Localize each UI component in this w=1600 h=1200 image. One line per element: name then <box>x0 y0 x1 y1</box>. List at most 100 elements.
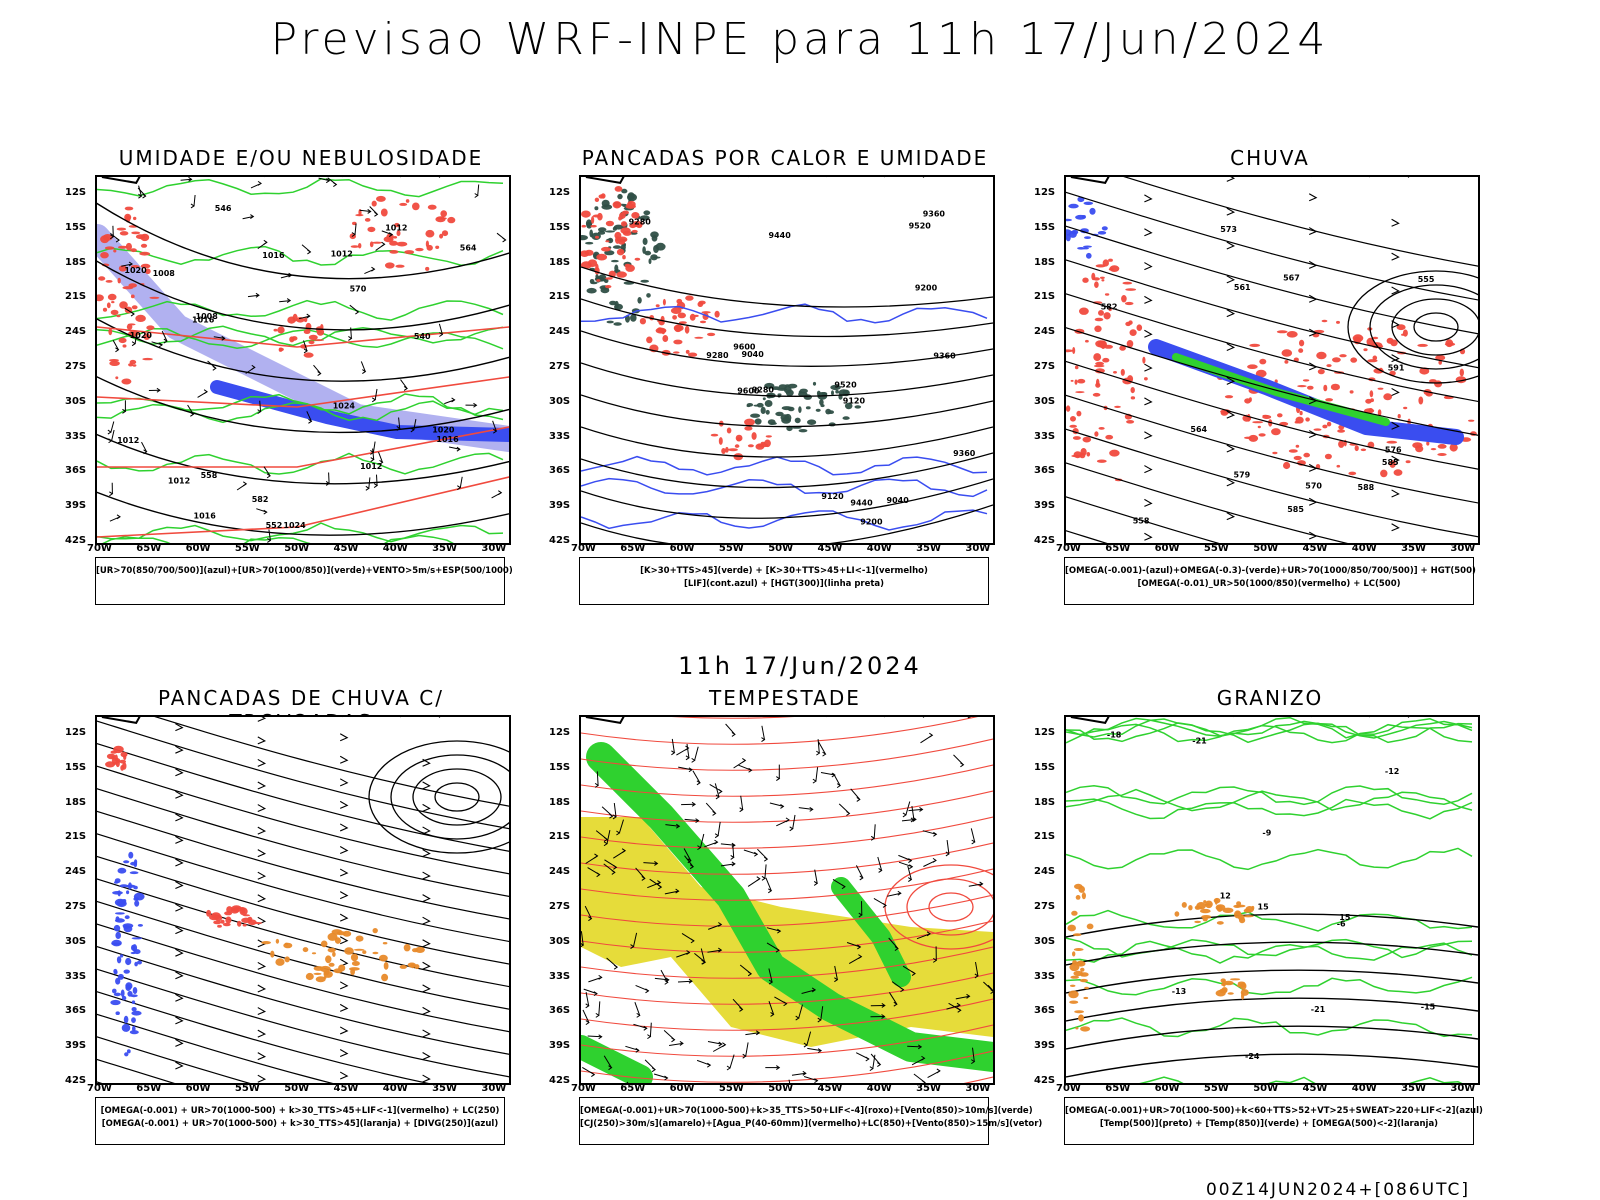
wind-vector <box>678 766 692 771</box>
contour-label: 9280 <box>706 351 729 360</box>
latitude-tick-label: 12S <box>1034 187 1056 198</box>
wind-vector <box>306 411 312 422</box>
rain-red-area <box>1276 330 1288 334</box>
contour-label: 9600 <box>737 387 760 396</box>
flow-arrow <box>1226 444 1236 453</box>
rain-red-area <box>1105 434 1114 440</box>
forecast-map: 9600 9520 9440 9360 9280 9200 9120 9040 9280 9360… <box>579 175 995 545</box>
latitude-tick-label: 42S <box>549 1075 571 1086</box>
rain-red-area <box>1126 420 1135 424</box>
vector-head <box>654 861 659 866</box>
vector-head <box>933 831 938 837</box>
height-300-contour <box>581 362 993 397</box>
vector-head <box>362 369 367 375</box>
omega-orange-area <box>1200 908 1211 914</box>
rain-red-area <box>1077 378 1086 384</box>
thunderstorm-red-area <box>241 910 246 914</box>
streamline <box>1066 293 1478 403</box>
divergence-blue-area <box>131 1010 142 1016</box>
vector-head <box>263 509 268 515</box>
rain-red-area <box>1369 390 1374 398</box>
rain-red-area <box>1283 461 1291 470</box>
thickness-red-contour <box>100 252 109 259</box>
vector-head <box>921 1080 926 1083</box>
country-border <box>1070 177 1110 185</box>
contour-label: 582 <box>252 495 269 504</box>
wind-vector <box>328 472 330 484</box>
omega-orange-area <box>1073 970 1083 977</box>
instability-red-area <box>670 307 682 314</box>
vector-head <box>374 211 379 217</box>
omega-orange-area <box>1221 983 1226 986</box>
instability-red-area <box>581 210 591 218</box>
rain-red-area <box>1299 410 1303 416</box>
wind-vector <box>138 185 142 197</box>
divergence-blue-area <box>137 960 142 965</box>
flow-arrow <box>257 1052 267 1061</box>
instability-red-area <box>693 314 699 317</box>
wind-vector <box>955 995 970 1000</box>
vector-head <box>131 341 136 347</box>
streamline <box>97 923 509 1033</box>
latitude-tick-label: 21S <box>65 291 87 303</box>
vector-head <box>188 177 193 182</box>
contour-label: 9360 <box>933 352 956 361</box>
divergence-blue-area <box>115 912 125 915</box>
wind-vector <box>459 476 463 488</box>
vector-head <box>107 429 112 435</box>
rain-red-area <box>1094 431 1099 437</box>
rain-red-area <box>1325 398 1333 402</box>
thickness-red-contour <box>102 307 108 312</box>
panel-legend: [OMEGA(-0.001)+UR>70(1000-500)+k>35_TTS>… <box>579 1097 1042 1145</box>
thickness-red-contour <box>130 248 137 253</box>
rain-red-area <box>1224 395 1234 399</box>
vector-head <box>588 916 593 922</box>
legend-line: [Temp(500)](preto) + [Temp(850)](verde) … <box>1099 1119 1439 1129</box>
temp-500-contour <box>1066 913 1478 938</box>
lifted-index-contour <box>581 477 988 498</box>
lifted-index-contour <box>581 455 988 476</box>
latitude-tick-label: 15S <box>65 761 87 773</box>
divergence-blue-area <box>121 995 127 1001</box>
flow-arrow <box>1144 262 1153 271</box>
rain-red-area <box>1074 365 1079 370</box>
thickness-red-contour <box>139 251 151 256</box>
map-canvas: 582 579 576 573 570 567 564 561 558 555 585 588 591 5… <box>1066 177 1478 543</box>
omega-orange-area <box>1229 978 1241 981</box>
instability-red-area <box>584 249 594 256</box>
wind-vector <box>987 984 993 992</box>
flow-arrow <box>1308 396 1318 405</box>
wind-vector <box>318 177 330 182</box>
temp-850-contour <box>1066 718 1473 739</box>
thunderstorm-red-area <box>119 759 126 764</box>
divergence-blue-area <box>115 916 120 922</box>
wind-vector <box>669 1042 683 1046</box>
contour-label: 9280 <box>752 385 775 394</box>
divergence-blue-area <box>113 924 121 932</box>
contour-label: 9520 <box>909 222 932 231</box>
streamline <box>1066 191 1478 301</box>
rain-red-area <box>1303 452 1310 458</box>
instability-green-area <box>819 399 824 406</box>
thickness-red-contour <box>277 326 285 334</box>
streamline <box>97 810 509 920</box>
flow-arrow <box>1144 329 1153 338</box>
flow-arrow <box>257 1074 267 1083</box>
vector-head <box>817 1017 822 1023</box>
streamline-ring <box>368 740 509 854</box>
wind-vector <box>400 379 408 389</box>
rain-red-area <box>1096 459 1107 463</box>
instability-red-area <box>765 435 772 438</box>
vector-head <box>974 973 979 979</box>
wind-vector <box>700 833 705 848</box>
vector-head <box>591 1072 596 1078</box>
thickness-red-contour <box>371 200 377 207</box>
latitude-tick-label: 27S <box>65 901 87 912</box>
thunderstorm-red-area <box>106 753 116 760</box>
streamline <box>97 968 509 1078</box>
vector-head <box>687 858 692 864</box>
rain-red-area <box>1438 360 1442 365</box>
latitude-tick-label: 30S <box>65 935 87 947</box>
rain-red-area <box>1444 395 1448 399</box>
longitude-tick-label: 60W <box>185 543 211 554</box>
